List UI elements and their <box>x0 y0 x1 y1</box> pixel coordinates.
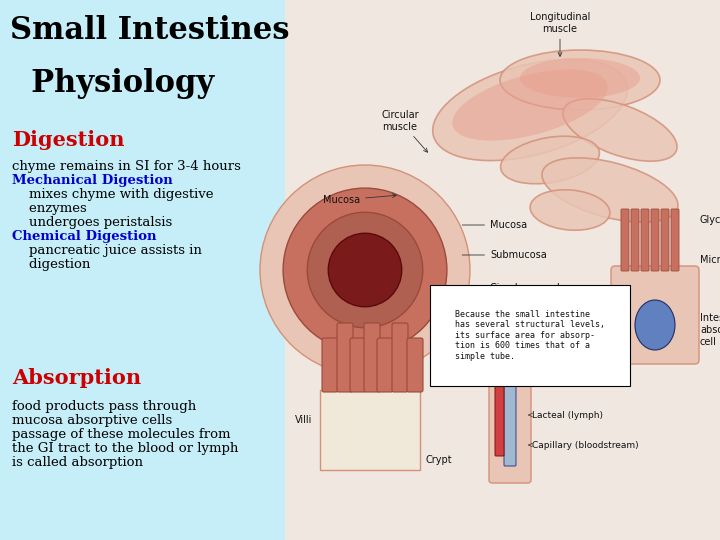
Text: Absorption: Absorption <box>12 368 141 388</box>
FancyBboxPatch shape <box>377 338 393 392</box>
Text: Small Intestines: Small Intestines <box>10 15 289 46</box>
Text: Intestinal
absorptive
cell: Intestinal absorptive cell <box>700 313 720 347</box>
Text: Chemical Digestion: Chemical Digestion <box>12 230 156 243</box>
Circle shape <box>328 233 402 307</box>
FancyBboxPatch shape <box>337 323 353 392</box>
Text: mucosa absorptive cells: mucosa absorptive cells <box>12 414 172 427</box>
Text: is called absorption: is called absorption <box>12 456 143 469</box>
Text: Microvilli: Microvilli <box>528 366 572 375</box>
Text: Crypt: Crypt <box>425 455 451 465</box>
Bar <box>285 0 720 540</box>
Text: Circular muscle: Circular muscle <box>462 283 566 293</box>
Text: Submucosa: Submucosa <box>462 250 546 260</box>
FancyBboxPatch shape <box>392 323 408 392</box>
Text: Mechanical Digestion: Mechanical Digestion <box>12 174 173 187</box>
Text: Because the small intestine
has several structural levels,
its surface area for : Because the small intestine has several … <box>455 310 605 361</box>
FancyBboxPatch shape <box>489 367 531 483</box>
Text: pancreatic juice assists in: pancreatic juice assists in <box>12 244 202 257</box>
Ellipse shape <box>433 59 627 160</box>
FancyBboxPatch shape <box>641 209 649 271</box>
Text: passage of these molecules from: passage of these molecules from <box>12 428 230 441</box>
Ellipse shape <box>452 69 608 140</box>
Ellipse shape <box>563 99 677 161</box>
FancyBboxPatch shape <box>322 338 338 392</box>
FancyBboxPatch shape <box>504 374 516 466</box>
FancyBboxPatch shape <box>631 209 639 271</box>
FancyBboxPatch shape <box>611 266 699 364</box>
Text: Mucosa: Mucosa <box>323 194 396 205</box>
Text: chyme remains in SI for 3-4 hours: chyme remains in SI for 3-4 hours <box>12 160 241 173</box>
Ellipse shape <box>520 58 640 98</box>
Ellipse shape <box>542 158 678 222</box>
FancyBboxPatch shape <box>671 209 679 271</box>
Text: food products pass through: food products pass through <box>12 400 197 413</box>
Circle shape <box>283 188 447 352</box>
FancyBboxPatch shape <box>350 338 366 392</box>
Circle shape <box>307 212 423 328</box>
Text: Lacteal (lymph): Lacteal (lymph) <box>528 410 603 420</box>
Ellipse shape <box>500 50 660 110</box>
FancyBboxPatch shape <box>495 384 504 456</box>
Text: Digestion: Digestion <box>12 130 125 150</box>
Text: Capillary (bloodstream): Capillary (bloodstream) <box>528 441 639 449</box>
Text: digestion: digestion <box>12 258 91 271</box>
Text: Villi: Villi <box>294 415 312 425</box>
Circle shape <box>260 165 470 375</box>
Ellipse shape <box>500 136 599 184</box>
Ellipse shape <box>530 190 610 230</box>
Text: Physiology: Physiology <box>10 68 214 99</box>
Text: Longitudinal muscle: Longitudinal muscle <box>462 313 588 323</box>
Text: Glycocalyx: Glycocalyx <box>700 215 720 225</box>
Text: Circular
muscle: Circular muscle <box>381 110 428 152</box>
Ellipse shape <box>635 300 675 350</box>
Text: undergoes peristalsis: undergoes peristalsis <box>12 216 172 229</box>
Text: mixes chyme with digestive: mixes chyme with digestive <box>12 188 214 201</box>
Text: enzymes: enzymes <box>12 202 86 215</box>
FancyBboxPatch shape <box>407 338 423 392</box>
FancyBboxPatch shape <box>364 323 380 392</box>
FancyBboxPatch shape <box>651 209 659 271</box>
FancyBboxPatch shape <box>661 209 669 271</box>
Text: Mucosa: Mucosa <box>462 220 527 230</box>
Bar <box>320 390 420 470</box>
Text: the GI tract to the blood or lymph: the GI tract to the blood or lymph <box>12 442 238 455</box>
Text: Longitudinal
muscle: Longitudinal muscle <box>530 12 590 56</box>
FancyBboxPatch shape <box>621 209 629 271</box>
Text: Microvilli: Microvilli <box>700 255 720 265</box>
